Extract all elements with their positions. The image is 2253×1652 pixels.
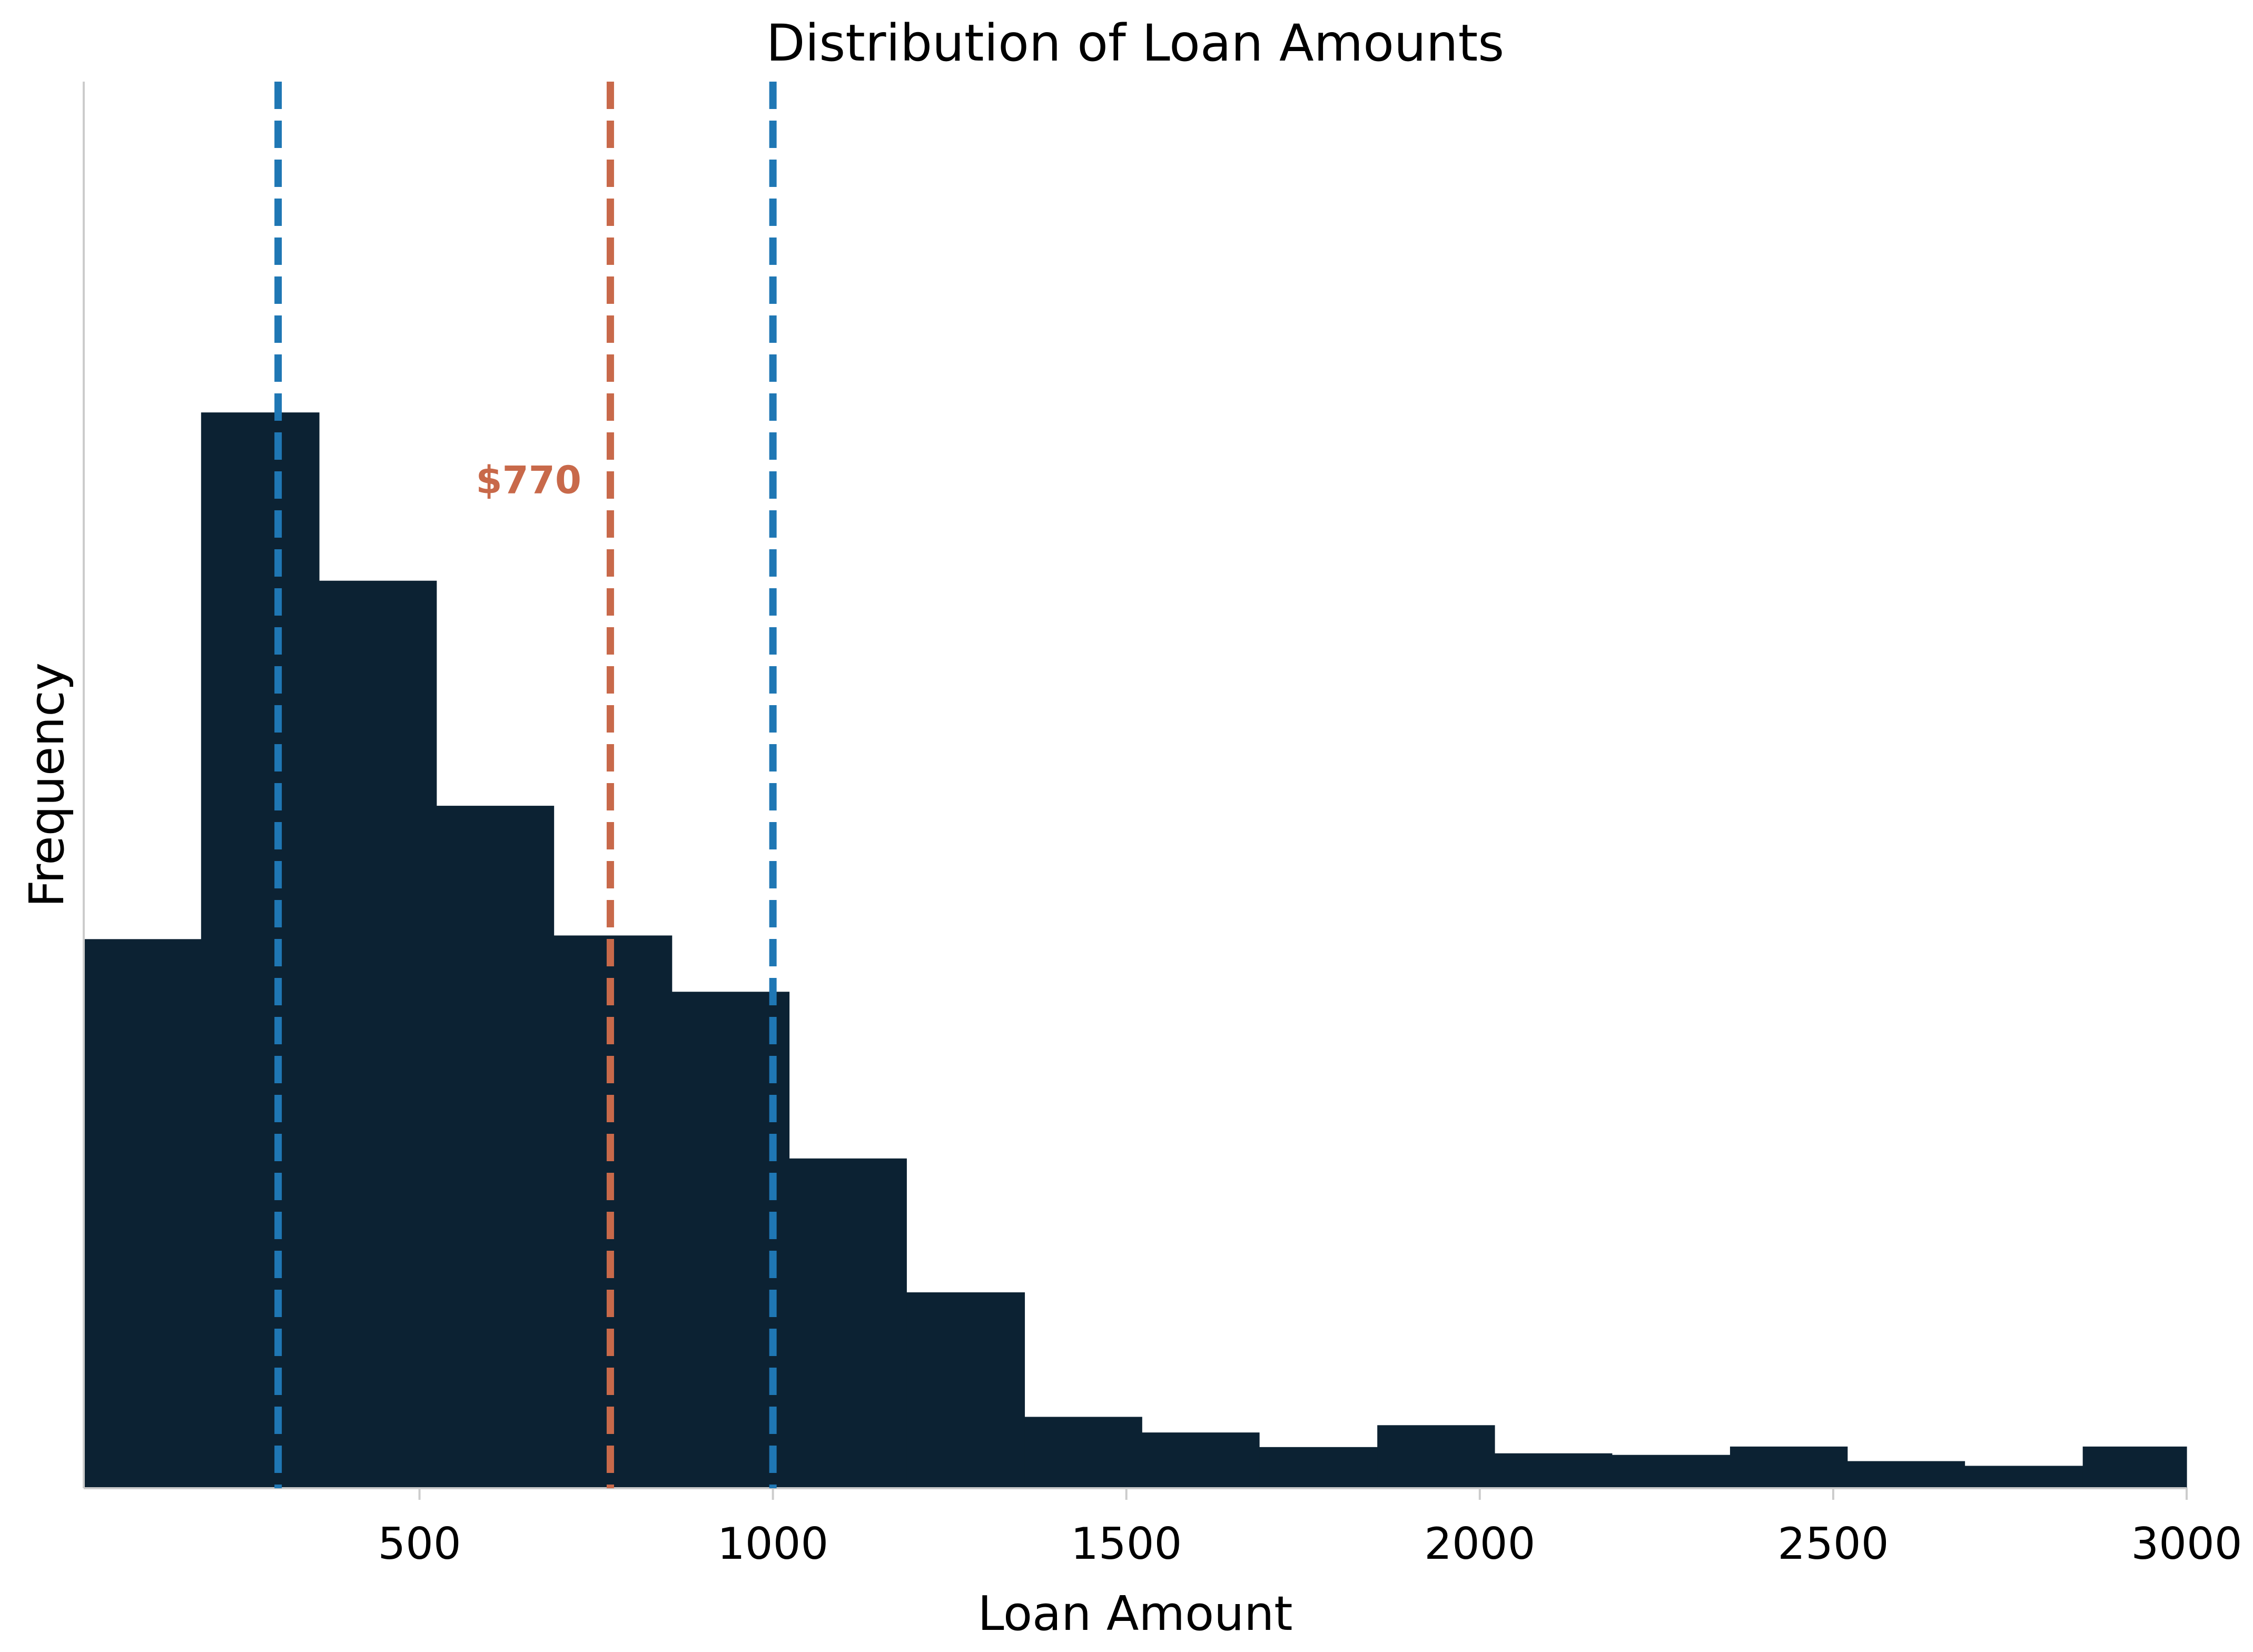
histogram-bar-13: [1495, 1453, 1613, 1488]
chart-title: Distribution of Loan Amounts: [766, 14, 1505, 73]
x-tick-label: 2000: [1424, 1518, 1535, 1569]
histogram-bars: [84, 412, 2187, 1488]
histogram-bar-15: [1730, 1446, 1848, 1488]
x-axis-ticks: 500 1000 1500 2000 2500 3000: [378, 1488, 2242, 1569]
reference-lines: $770: [274, 82, 777, 1488]
histogram-bar-9: [1024, 1417, 1142, 1488]
x-tick-label: 1500: [1071, 1518, 1182, 1569]
histogram-bar-2: [201, 412, 320, 1488]
histogram-bar-7: [789, 1158, 907, 1488]
histogram-bar-12: [1377, 1425, 1495, 1488]
x-tick-label: 500: [378, 1518, 461, 1569]
histogram-bar-8: [906, 1292, 1025, 1488]
histogram-bar-16: [1847, 1461, 1965, 1488]
histogram-bar-3: [319, 580, 437, 1488]
x-axis-label: Loan Amount: [977, 1586, 1292, 1641]
reference-line-label: $770: [476, 458, 581, 502]
histogram-bar-10: [1142, 1432, 1260, 1488]
histogram-bar-17: [1964, 1466, 2083, 1488]
histogram-bar-11: [1259, 1447, 1378, 1488]
histogram-bar-18: [2082, 1446, 2187, 1488]
y-axis-label: Frequency: [19, 662, 75, 907]
histogram-bar-1: [84, 939, 202, 1488]
axes: [83, 82, 2187, 1489]
histogram-bar-4: [436, 806, 555, 1488]
x-tick-label: 3000: [2131, 1518, 2242, 1569]
x-tick-label: 1000: [717, 1518, 828, 1569]
x-tick-label: 2500: [1777, 1518, 1889, 1569]
histogram-bar-14: [1612, 1455, 1731, 1488]
